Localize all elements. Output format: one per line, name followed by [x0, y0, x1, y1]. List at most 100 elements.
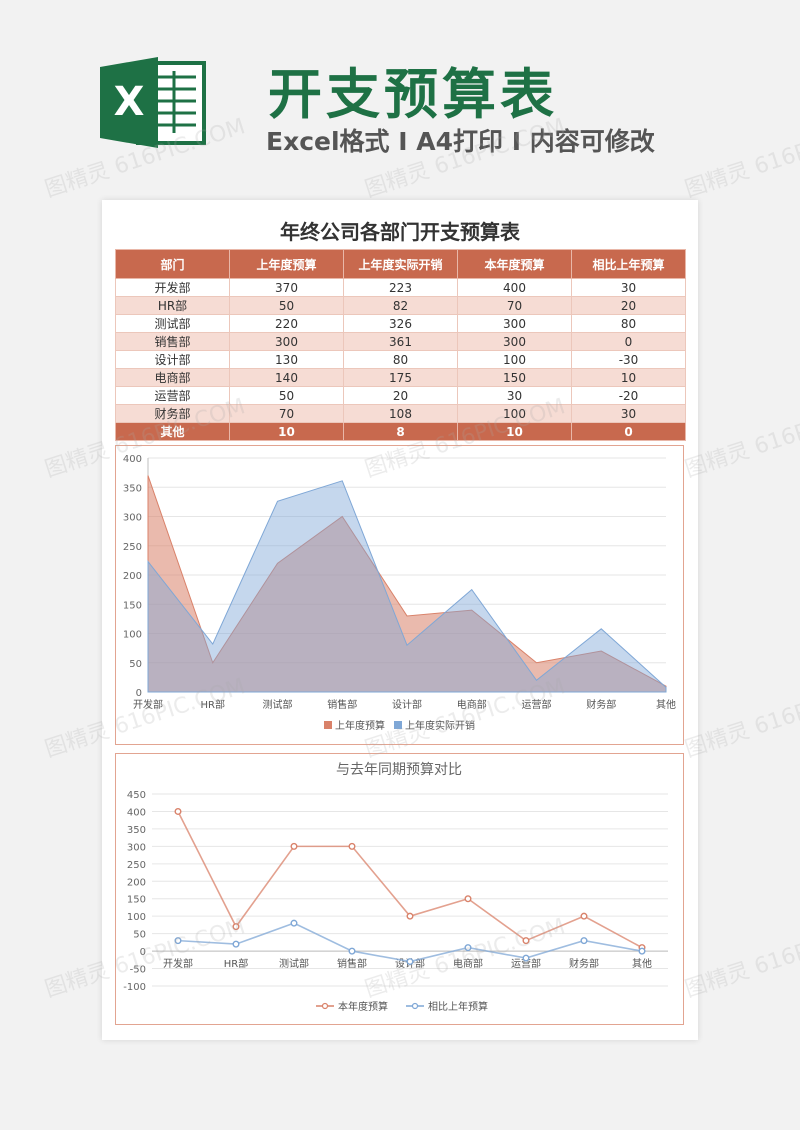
- data-point[interactable]: [174, 807, 182, 815]
- data-point[interactable]: [348, 947, 356, 955]
- data-point[interactable]: [580, 937, 588, 945]
- value-cell[interactable]: 0: [571, 332, 686, 351]
- value-cell[interactable]: 0: [571, 422, 686, 441]
- data-point[interactable]: [348, 842, 356, 850]
- line-chart-panel[interactable]: 与去年同期预算对比 -100 -50 0 50 100 150 200 250 300 350 400…: [115, 753, 684, 1025]
- data-point[interactable]: [522, 937, 530, 945]
- watermark-text: 图精灵 616PIC.COM: [682, 394, 800, 483]
- legend-label[interactable]: 上年度预算: [335, 719, 385, 732]
- value-cell[interactable]: 100: [457, 404, 572, 423]
- value-cell[interactable]: 130: [229, 350, 344, 369]
- legend-label[interactable]: 相比上年预算: [428, 1000, 488, 1013]
- value-cell[interactable]: -30: [571, 350, 686, 369]
- column-header[interactable]: 上年度实际开销: [343, 249, 458, 279]
- data-point[interactable]: [522, 954, 530, 962]
- watermark-text: 图精灵 616PIC.COM: [682, 674, 800, 763]
- value-cell[interactable]: 70: [457, 296, 572, 315]
- x-tick-label: 电商部: [453, 957, 483, 970]
- table-row: 设计部 130 80 100 -30: [115, 350, 686, 369]
- department-cell[interactable]: 开发部: [115, 278, 230, 297]
- value-cell[interactable]: 20: [571, 296, 686, 315]
- area-series-2[interactable]: [147, 480, 667, 693]
- y-tick-label: -100: [123, 982, 146, 993]
- legend-marker: [411, 1002, 419, 1010]
- value-cell[interactable]: 370: [229, 278, 344, 297]
- value-cell[interactable]: 300: [229, 332, 344, 351]
- line-series-2[interactable]: [177, 922, 643, 963]
- y-tick-label: 450: [127, 790, 146, 801]
- value-cell[interactable]: 10: [229, 422, 344, 441]
- x-tick-label: 运营部: [522, 698, 552, 711]
- value-cell[interactable]: 300: [457, 314, 572, 333]
- value-cell[interactable]: 82: [343, 296, 458, 315]
- value-cell[interactable]: 326: [343, 314, 458, 333]
- value-cell[interactable]: 30: [457, 386, 572, 405]
- value-cell[interactable]: 50: [229, 296, 344, 315]
- department-cell[interactable]: 运营部: [115, 386, 230, 405]
- table-row-other: 其他 10 8 10 0: [115, 422, 686, 441]
- data-point[interactable]: [232, 923, 240, 931]
- column-header[interactable]: 上年度预算: [229, 249, 344, 279]
- department-cell[interactable]: 测试部: [115, 314, 230, 333]
- data-point[interactable]: [464, 895, 472, 903]
- value-cell[interactable]: 10: [457, 422, 572, 441]
- value-cell[interactable]: 20: [343, 386, 458, 405]
- value-cell[interactable]: 140: [229, 368, 344, 387]
- value-cell[interactable]: 50: [229, 386, 344, 405]
- data-point[interactable]: [464, 944, 472, 952]
- value-cell[interactable]: 80: [571, 314, 686, 333]
- value-cell[interactable]: 400: [457, 278, 572, 297]
- value-cell[interactable]: -20: [571, 386, 686, 405]
- legend-swatch: [394, 721, 402, 729]
- y-tick-label: 50: [129, 659, 142, 670]
- value-cell[interactable]: 80: [343, 350, 458, 369]
- y-tick-label: 200: [123, 571, 142, 582]
- y-tick-label: 300: [127, 842, 146, 853]
- value-cell[interactable]: 300: [457, 332, 572, 351]
- column-header[interactable]: 本年度预算: [457, 249, 572, 279]
- legend-label[interactable]: 上年度实际开销: [405, 719, 475, 732]
- y-tick-label: 100: [123, 630, 142, 641]
- table-body: 开发部 370 223 400 30 HR部 50 82 70 20 测试部 220 326 300 80 销…: [115, 278, 686, 441]
- data-point[interactable]: [638, 947, 646, 955]
- value-cell[interactable]: 8: [343, 422, 458, 441]
- banner: X 开支预算表 Excel格式 I A4打印 I 内容可修改: [0, 0, 800, 190]
- y-tick-label: 0: [140, 947, 146, 958]
- value-cell[interactable]: 30: [571, 404, 686, 423]
- watermark-text: 图精灵 616PIC.COM: [682, 914, 800, 1003]
- department-cell[interactable]: 财务部: [115, 404, 230, 423]
- x-tick-label: 测试部: [263, 698, 293, 711]
- x-tick-label: 销售部: [337, 957, 367, 970]
- value-cell[interactable]: 100: [457, 350, 572, 369]
- department-cell[interactable]: 销售部: [115, 332, 230, 351]
- data-point[interactable]: [580, 912, 588, 920]
- value-cell[interactable]: 361: [343, 332, 458, 351]
- value-cell[interactable]: 150: [457, 368, 572, 387]
- value-cell[interactable]: 223: [343, 278, 458, 297]
- data-point[interactable]: [174, 937, 182, 945]
- value-cell[interactable]: 220: [229, 314, 344, 333]
- line-series-1[interactable]: [177, 811, 643, 949]
- department-cell[interactable]: 设计部: [115, 350, 230, 369]
- data-point[interactable]: [290, 919, 298, 927]
- department-cell[interactable]: 电商部: [115, 368, 230, 387]
- column-header[interactable]: 相比上年预算: [571, 249, 686, 279]
- excel-logo-icon: X: [100, 57, 206, 148]
- data-point[interactable]: [406, 912, 414, 920]
- column-header[interactable]: 部门: [115, 249, 230, 279]
- value-cell[interactable]: 108: [343, 404, 458, 423]
- value-cell[interactable]: 10: [571, 368, 686, 387]
- data-point[interactable]: [290, 842, 298, 850]
- data-point[interactable]: [406, 958, 414, 966]
- value-cell[interactable]: 175: [343, 368, 458, 387]
- x-tick-label: HR部: [224, 957, 248, 970]
- value-cell[interactable]: 30: [571, 278, 686, 297]
- y-tick-label: 300: [123, 513, 142, 524]
- department-cell[interactable]: HR部: [115, 296, 230, 315]
- department-cell[interactable]: 其他: [115, 422, 230, 441]
- area-chart-panel[interactable]: 0 50 100 150 200 250 300 350 400 开发部 HR部 测试部 销售部 设计部 电…: [115, 445, 684, 745]
- value-cell[interactable]: 70: [229, 404, 344, 423]
- data-point[interactable]: [232, 940, 240, 948]
- y-tick-label: 0: [136, 688, 142, 699]
- legend-label[interactable]: 本年度预算: [338, 1000, 388, 1013]
